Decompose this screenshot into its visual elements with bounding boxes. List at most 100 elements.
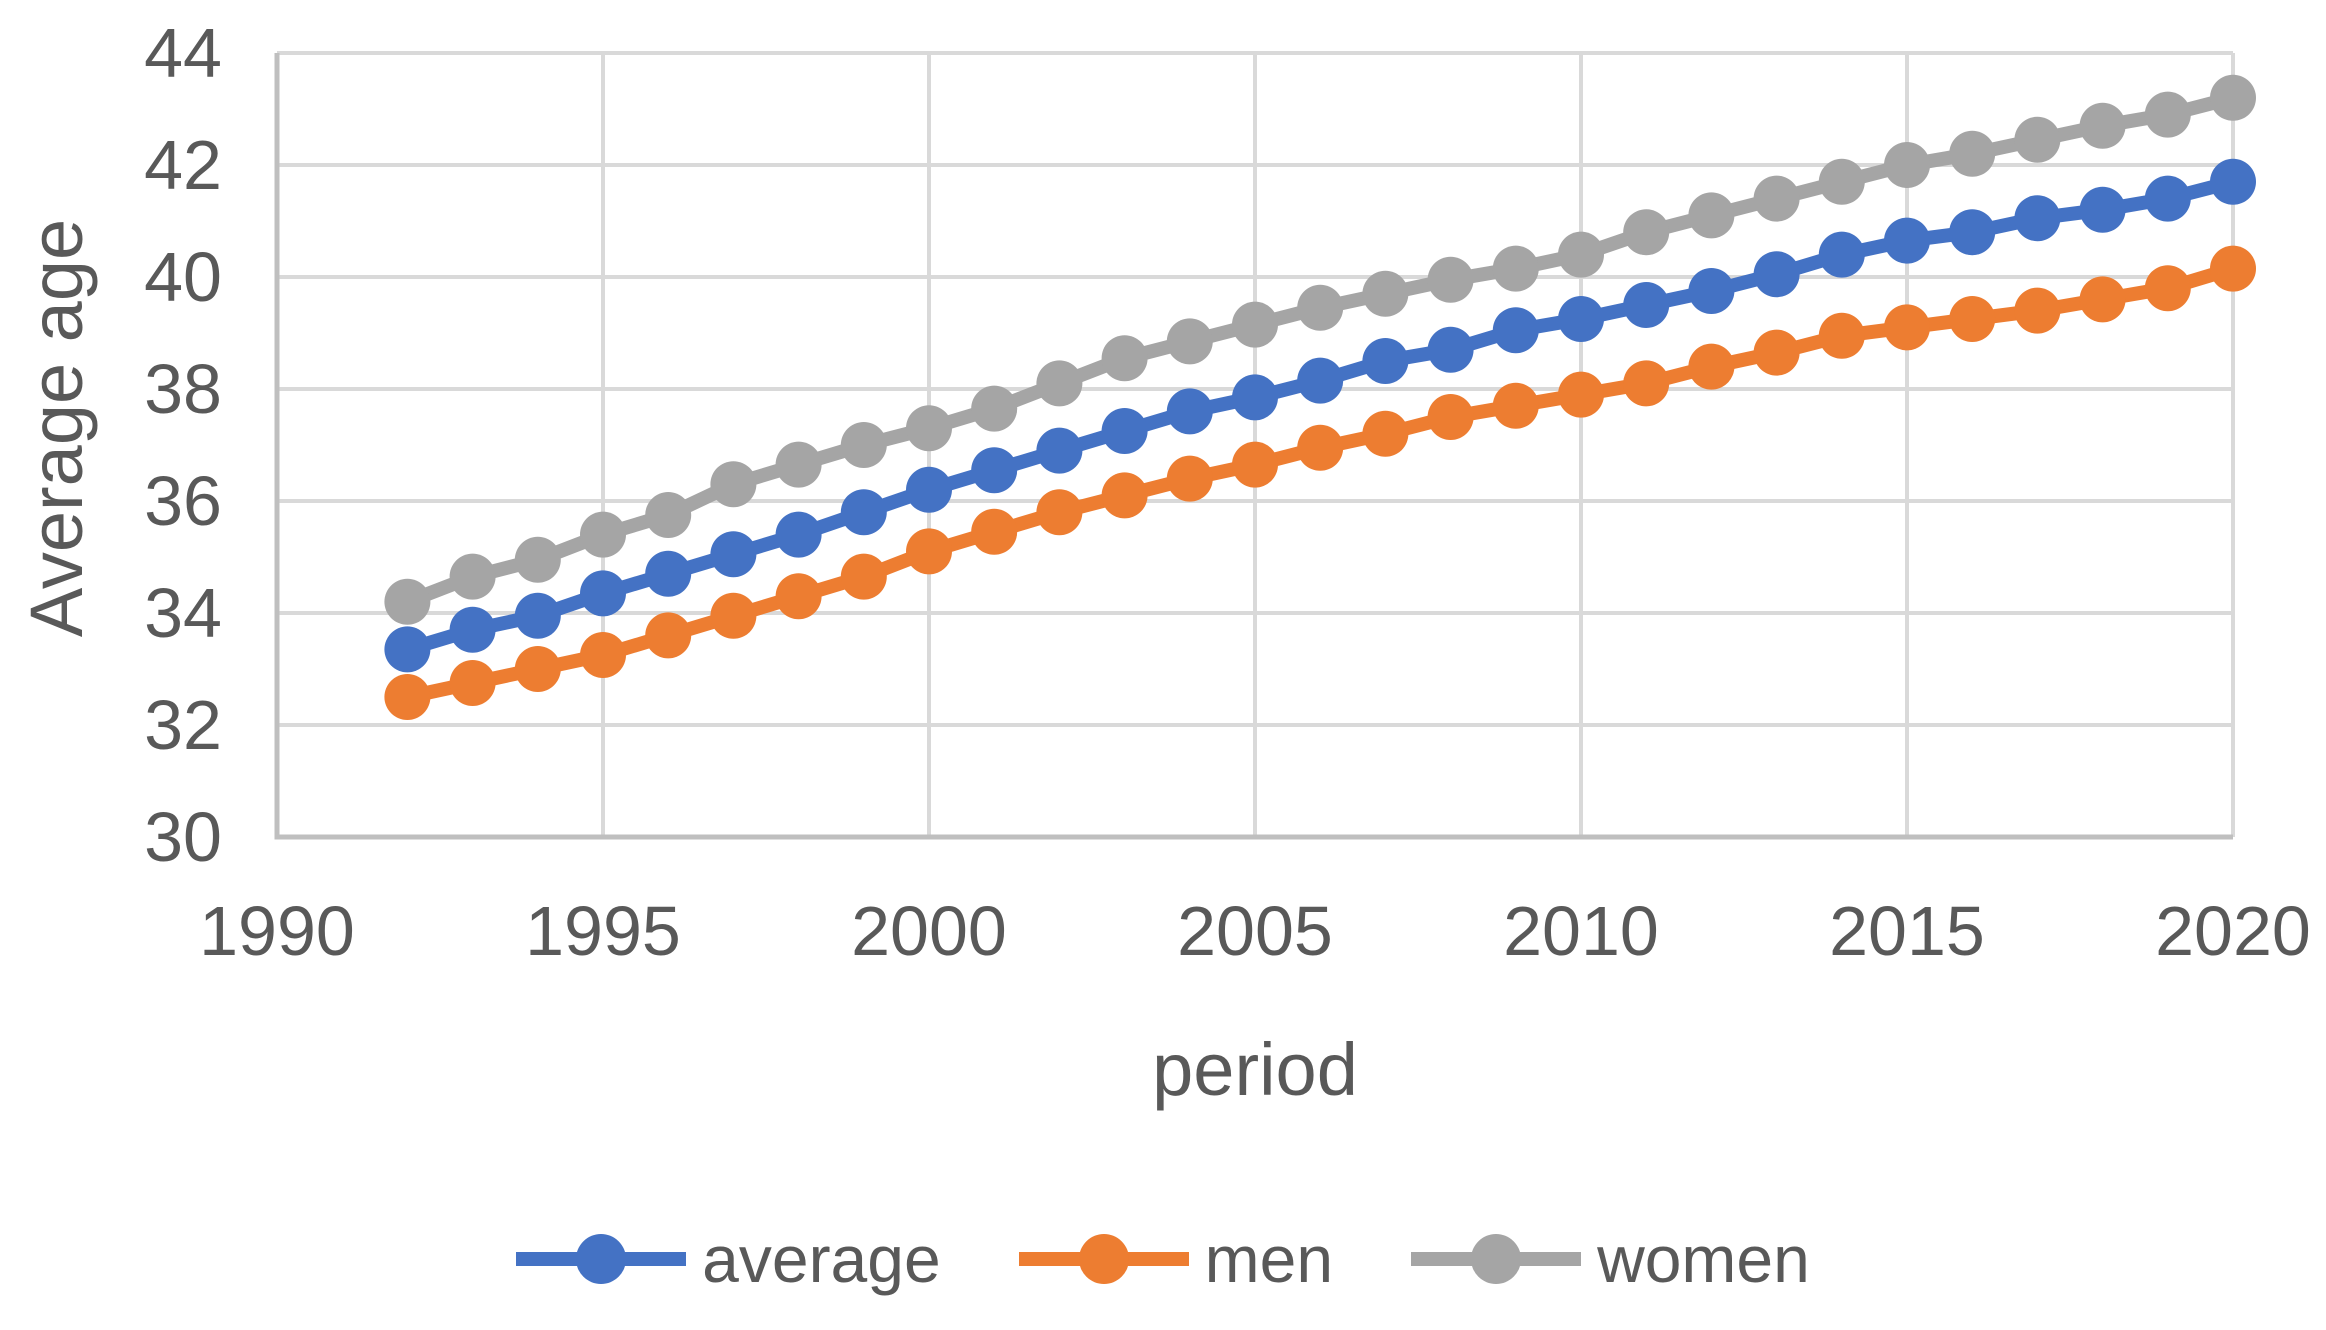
y-tick-label: 40	[144, 238, 222, 316]
series-average-point	[1036, 427, 1083, 474]
series-men-point	[1297, 424, 1344, 471]
x-tick-label: 2000	[851, 892, 1007, 970]
series-men-point	[1818, 312, 1865, 359]
x-tick-label: 1995	[525, 892, 681, 970]
series-men-point	[1166, 455, 1213, 502]
series-men-point	[1949, 296, 1996, 342]
series-men-point	[384, 674, 431, 720]
series-men-point	[1232, 441, 1278, 488]
series-men-point	[1884, 304, 1930, 351]
series-average-point	[1688, 268, 1735, 314]
series-average-point	[840, 489, 887, 536]
series-men-point	[580, 632, 626, 678]
x-tick-label: 2005	[1177, 892, 1333, 970]
series-average-point	[645, 550, 692, 597]
series-average-point	[1753, 251, 1800, 298]
series-women-point	[1101, 335, 1148, 382]
series-average-point	[1427, 326, 1474, 373]
y-tick-label: 36	[144, 462, 222, 540]
x-tick-label: 2020	[2155, 892, 2311, 970]
series-women-point	[1362, 270, 1409, 317]
series-men-point	[514, 646, 561, 692]
series-women-point	[1688, 192, 1735, 239]
series-average-point	[1362, 338, 1409, 384]
legend-item-average: average	[516, 1224, 941, 1294]
series-average-point	[580, 570, 626, 617]
series-men-point	[775, 573, 822, 620]
series-women-point	[1949, 130, 1996, 177]
series-average-point	[384, 626, 431, 673]
series-women-point	[1753, 175, 1800, 222]
series-men-point	[449, 660, 496, 706]
series-women-point	[449, 553, 496, 600]
series-average-point	[2014, 195, 2061, 242]
series-average-point	[906, 466, 952, 513]
series-men-point	[2144, 265, 2191, 312]
y-tick-label: 42	[144, 126, 222, 204]
legend-label-average: average	[702, 1222, 941, 1296]
series-men-point	[645, 612, 692, 659]
series-men-point	[710, 592, 757, 639]
legend-label-men: men	[1204, 1222, 1334, 1296]
series-average-point	[2144, 175, 2191, 222]
series-women-point	[1297, 284, 1344, 331]
series-men-point	[1753, 329, 1800, 376]
series-average-point	[1297, 357, 1344, 404]
series-women-point	[971, 385, 1018, 432]
series-women-point	[710, 461, 757, 508]
y-tick-label: 38	[144, 350, 222, 428]
series-women-point	[514, 536, 561, 583]
series-women-point	[1884, 142, 1930, 188]
series-average-point	[1818, 231, 1865, 278]
series-women-point	[1036, 360, 1083, 407]
series-women-point	[1166, 318, 1213, 365]
series-average-point	[1492, 307, 1539, 354]
series-women-point	[1232, 301, 1278, 348]
series-men-point	[906, 528, 952, 575]
x-tick-label: 2010	[1503, 892, 1659, 970]
series-average-point	[1232, 374, 1278, 421]
series-men-point	[840, 553, 887, 600]
series-women-point	[384, 578, 431, 625]
series-average-point	[971, 447, 1018, 494]
y-tick-label: 30	[144, 798, 222, 876]
legend-marker-women	[1411, 1234, 1582, 1284]
series-average-point	[1166, 388, 1213, 435]
series-women-point	[2144, 91, 2191, 138]
series-average-point	[1101, 408, 1148, 454]
series-women-point	[2210, 74, 2256, 121]
x-tick-label: 2015	[1829, 892, 1985, 970]
chart-legend: average men women	[0, 1224, 2326, 1294]
series-women-point	[906, 405, 952, 452]
series-average-point	[449, 606, 496, 653]
series-men-point	[1688, 343, 1735, 390]
series-women-point	[1818, 158, 1865, 205]
y-axis-title: Average age	[15, 218, 98, 638]
series-men-point	[2014, 287, 2061, 334]
legend-label-women: women	[1597, 1222, 1810, 1296]
series-average-point	[710, 531, 757, 578]
series-average-point	[1623, 282, 1670, 328]
series-men-point	[1623, 360, 1670, 407]
series-women-point	[645, 492, 692, 538]
legend-item-men: men	[1018, 1222, 1334, 1296]
series-men-point	[1036, 489, 1083, 536]
series-average-point	[1558, 296, 1604, 342]
series-women-point	[2014, 116, 2061, 163]
series-women-point	[1558, 231, 1604, 278]
series-women-point	[775, 441, 822, 488]
series-men-point	[1362, 410, 1409, 457]
series-average-point	[514, 592, 561, 639]
y-tick-label: 32	[144, 686, 222, 764]
series-men-point	[1558, 371, 1604, 418]
series-men-point	[2079, 276, 2126, 323]
series-women-point	[580, 511, 626, 558]
series-average-point	[2079, 186, 2126, 233]
series-men-point	[1101, 472, 1148, 519]
series-women-point	[2079, 102, 2126, 149]
series-men-point	[2210, 245, 2256, 292]
series-average-point	[1884, 217, 1930, 264]
series-women-point	[1623, 209, 1670, 256]
